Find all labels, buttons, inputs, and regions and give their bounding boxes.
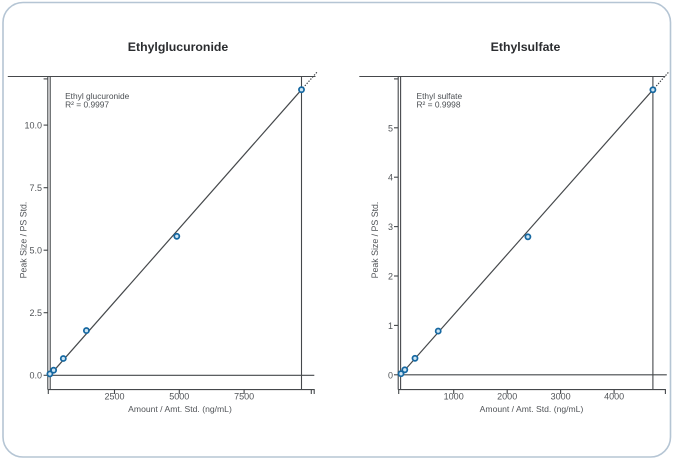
svg-text:Ethylsulfate: Ethylsulfate [491, 40, 561, 54]
svg-text:Ethyl glucuronide: Ethyl glucuronide [65, 91, 130, 101]
svg-text:2: 2 [388, 272, 393, 282]
svg-text:7500: 7500 [234, 392, 254, 402]
svg-text:4000: 4000 [604, 392, 624, 402]
svg-text:1: 1 [388, 321, 393, 331]
svg-text:1000: 1000 [444, 392, 464, 402]
svg-text:5000: 5000 [169, 392, 189, 402]
svg-text:R² = 0.9998: R² = 0.9998 [417, 100, 461, 110]
svg-text:10.0: 10.0 [24, 120, 42, 130]
svg-text:2500: 2500 [104, 392, 124, 402]
svg-text:7.5: 7.5 [29, 183, 42, 193]
svg-text:2.5: 2.5 [29, 308, 42, 318]
svg-text:Ethylglucuronide: Ethylglucuronide [128, 40, 229, 54]
svg-text:Peak Size / PS Std.: Peak Size / PS Std. [19, 202, 29, 279]
svg-text:Peak Size / PS Std.: Peak Size / PS Std. [370, 202, 380, 279]
svg-text:5: 5 [388, 123, 393, 133]
svg-text:3: 3 [388, 222, 393, 232]
svg-text:0: 0 [388, 370, 393, 380]
svg-text:4: 4 [388, 173, 393, 183]
svg-text:Amount / Amt. Std. (ng/mL): Amount / Amt. Std. (ng/mL) [480, 404, 584, 414]
svg-text:3000: 3000 [551, 392, 571, 402]
svg-text:R² = 0.9997: R² = 0.9997 [65, 100, 109, 110]
svg-text:5.0: 5.0 [29, 245, 42, 255]
svg-text:2000: 2000 [497, 392, 517, 402]
svg-text:Amount / Amt. Std. (ng/mL): Amount / Amt. Std. (ng/mL) [128, 404, 232, 414]
svg-text:0.0: 0.0 [29, 371, 42, 381]
svg-text:Ethyl sulfate: Ethyl sulfate [417, 91, 463, 101]
